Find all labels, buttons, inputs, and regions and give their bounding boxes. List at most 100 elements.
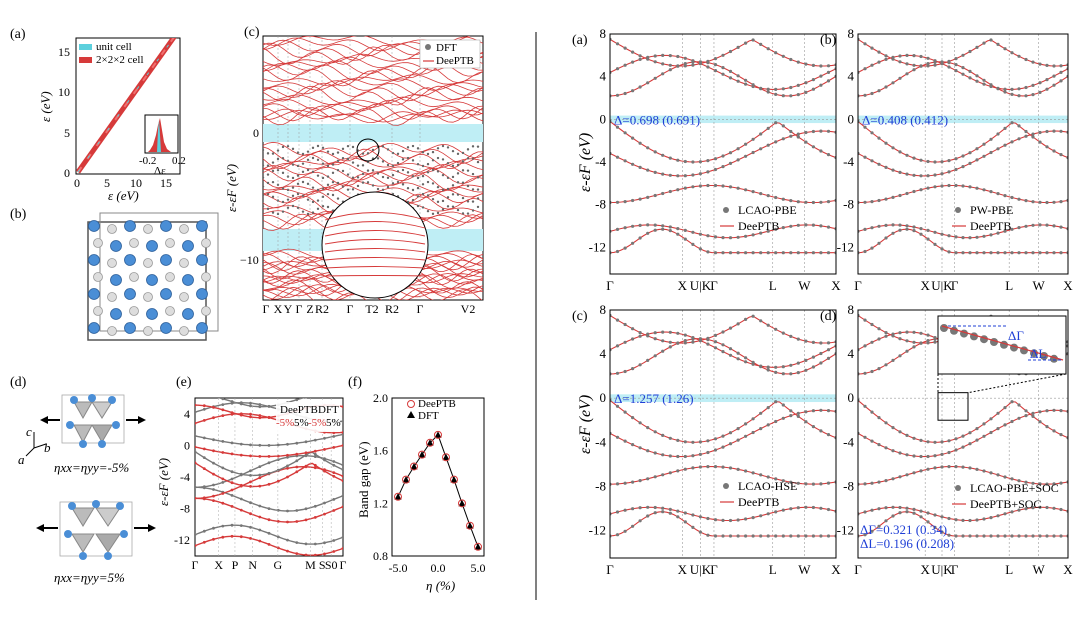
dft-point [1045,409,1049,413]
dft-point [781,416,785,420]
dft-point [774,92,778,96]
dft-point [1052,129,1056,133]
ytick: 0 [64,166,70,180]
dft-point [933,242,937,246]
dft-point [759,534,763,538]
dft-point [933,230,937,234]
dft-point [870,91,874,96]
dft-point [954,235,958,239]
atom-ga [129,238,139,248]
dft-point [1038,223,1042,227]
dft-point [912,330,916,334]
dft-point [1003,194,1007,198]
dft-point [891,426,895,430]
dft-point [676,341,680,345]
dft-point [615,482,620,486]
dft-point [891,358,895,362]
dft-point [646,195,650,199]
dft-point [819,482,823,486]
dft-point [947,59,951,64]
dft-point [653,451,657,455]
dft-point [781,372,785,376]
dft-point [781,365,785,369]
k-point: X [1063,562,1073,577]
ytick: 8 [600,302,607,317]
dft-point [804,358,808,362]
atom-n [182,240,194,252]
dft-point [1045,129,1049,134]
dft-point [646,223,650,227]
dft-point [661,172,665,176]
dft-point [912,436,916,440]
dft-point [646,426,650,430]
dft-point [968,69,972,73]
dft-point [653,60,657,64]
dft-point [789,134,793,138]
dft-point [1003,47,1007,51]
dft-point [683,64,687,68]
dft-point [728,518,733,523]
dft-point [774,365,778,369]
ytick: 1.2 [373,496,388,510]
dft-point [933,340,937,344]
dft-point [744,422,748,426]
ytick: 8 [848,26,855,41]
dft-point [884,165,888,169]
dft-point [826,348,831,352]
dft-point [623,340,627,344]
dft-point [933,525,937,530]
dft-point [1024,414,1028,418]
dft-point [877,241,881,245]
dft-point [781,479,785,483]
dft-point [912,225,916,229]
dft-point [1003,512,1007,516]
dft-point [646,81,650,85]
ytick: 0 [848,111,855,126]
dft-point [691,340,695,344]
dft-point [676,174,680,178]
atom-ga [107,326,117,336]
dft-point [1017,479,1021,483]
dft-point [919,188,923,192]
atom-ga [165,272,175,282]
dft-point [940,160,944,164]
deeptb-band [610,465,836,485]
dft-point [1024,480,1028,484]
dft-point [728,76,733,80]
dft-point [744,251,748,255]
dft-point [891,231,895,235]
dft-point [1003,143,1007,147]
dft-point [1017,508,1021,512]
legend-neg2: -5% [308,417,326,429]
dft-point [781,124,785,128]
dft-point [781,251,785,255]
dft-point [698,339,703,343]
atom-ga [107,292,117,302]
dft-point [877,136,881,140]
dft-point [804,81,808,85]
dft-point [1038,90,1042,94]
dft-point [919,227,923,231]
dft-point [905,339,909,343]
dft-point [615,67,620,71]
dft-point [736,322,740,326]
dft-point [683,440,687,444]
dft-point [1052,149,1056,153]
dft-point [646,358,650,362]
k-point: Γ [606,562,614,577]
dft-point [668,345,672,349]
dft-point [474,543,482,550]
dft-point [623,159,627,163]
dft-point [826,79,831,83]
dft-point [668,54,672,58]
dft-point [975,534,979,538]
dft-point [638,141,642,145]
atom-n [196,322,208,334]
dft-point [870,46,874,50]
dft-point [1010,510,1014,514]
dft-point [721,534,725,538]
dft-point [870,131,874,135]
dft-point [728,161,733,165]
deeptb-point [434,430,442,439]
dft-point [631,89,635,93]
